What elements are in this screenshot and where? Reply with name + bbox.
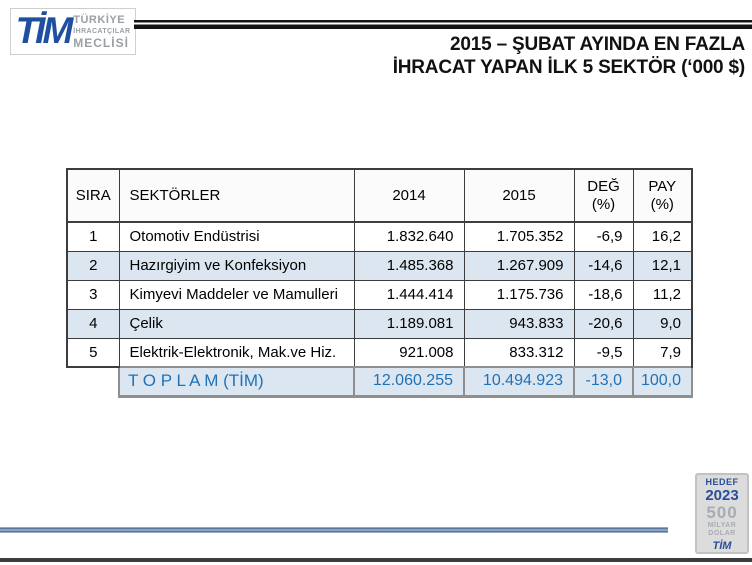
badge-dolar-text: DOLAR [708,529,736,537]
cell-sira: 1 [66,221,120,252]
cell-sector: Elektrik-Elektronik, Mak.ve Hiz. [118,337,355,368]
cell-sector: Hazırgiyim ve Konfeksiyon [118,250,355,281]
badge-year-text: 2023 [705,486,739,504]
tim-logo: TİM TÜRKİYE İHRACATÇILAR MECLİSİ [10,8,136,55]
cell-sector: Otomotiv Endüstrisi [118,221,355,252]
cell-sira: 5 [66,337,120,368]
cell-2015: 943.833 [463,308,575,339]
logo-org-line1: TÜRKİYE [73,13,126,26]
header-pay: PAY (%) [632,168,693,223]
cell-deg: -9,5 [573,337,634,368]
total-pay: 100,0 [632,366,693,398]
cell-deg: -18,6 [573,279,634,310]
logo-org-line2: İHRACATÇILAR [73,27,131,35]
cell-deg: -20,6 [573,308,634,339]
bottom-bar [0,558,752,562]
tim-logo-text: TİM [15,9,74,51]
cell-2015: 1.175.736 [463,279,575,310]
total-empty-cell [67,367,119,396]
cell-2015: 1.705.352 [463,221,575,252]
total-deg: -13,0 [573,366,634,398]
hedef-2023-badge: HEDEF 2023 500 MİLYAR DOLAR TİM [695,473,749,554]
table-row: 4 Çelik 1.189.081 943.833 -20,6 9,0 [66,308,693,339]
header-sira: SIRA [66,168,120,223]
sector-export-table: SIRA SEKTÖRLER 2014 2015 DEĞ (%) PAY (%)… [66,168,693,398]
cell-2014: 1.485.368 [353,250,465,281]
table-total-row: T O P L A M (TİM) 12.060.255 10.494.923 … [67,366,693,398]
header-deg: DEĞ (%) [573,168,634,223]
cell-sector: Kimyevi Maddeler ve Mamulleri [118,279,355,310]
cell-sector: Çelik [118,308,355,339]
bottom-accent-line [0,527,668,533]
cell-deg: -6,9 [573,221,634,252]
cell-2015: 1.267.909 [463,250,575,281]
cell-sira: 2 [66,250,120,281]
cell-2014: 1.832.640 [353,221,465,252]
badge-hedef-text: HEDEF [705,476,739,487]
table-row: 5 Elektrik-Elektronik, Mak.ve Hiz. 921.0… [66,337,693,368]
cell-sira: 4 [66,308,120,339]
cell-2014: 921.008 [353,337,465,368]
cell-pay: 12,1 [632,250,693,281]
total-label: T O P L A M (TİM) [118,366,355,398]
cell-2014: 1.189.081 [353,308,465,339]
badge-amount-text: 500 [706,502,738,522]
tim-logo-org-name: TÜRKİYE İHRACATÇILAR MECLİSİ [73,13,131,50]
table-row: 3 Kimyevi Maddeler ve Mamulleri 1.444.41… [66,279,693,310]
top-double-line [134,20,752,29]
badge-tim-logo: TİM [712,539,732,552]
cell-pay: 9,0 [632,308,693,339]
total-2014: 12.060.255 [353,366,465,398]
cell-2015: 833.312 [463,337,575,368]
title-line-1: 2015 – ŞUBAT AYINDA EN FAZLA [450,34,745,55]
cell-pay: 7,9 [632,337,693,368]
cell-pay: 16,2 [632,221,693,252]
cell-2014: 1.444.414 [353,279,465,310]
header-2014: 2014 [353,168,465,223]
cell-pay: 11,2 [632,279,693,310]
badge-milyar-text: MİLYAR [707,521,737,529]
cell-sira: 3 [66,279,120,310]
table-row: 2 Hazırgiyim ve Konfeksiyon 1.485.368 1.… [66,250,693,281]
title-line-2: İHRACAT YAPAN İLK 5 SEKTÖR (‘000 $) [392,57,746,78]
header-sektorler: SEKTÖRLER [118,168,355,223]
table-row: 1 Otomotiv Endüstrisi 1.832.640 1.705.35… [66,221,693,252]
total-2015: 10.494.923 [463,366,575,398]
logo-org-line3: MECLİSİ [73,35,129,50]
cell-deg: -14,6 [573,250,634,281]
header-2015: 2015 [463,168,575,223]
table-header-row: SIRA SEKTÖRLER 2014 2015 DEĞ (%) PAY (%) [66,168,693,223]
slide-title: 2015 – ŞUBAT AYINDA EN FAZLA İHRACAT YAP… [392,33,746,79]
